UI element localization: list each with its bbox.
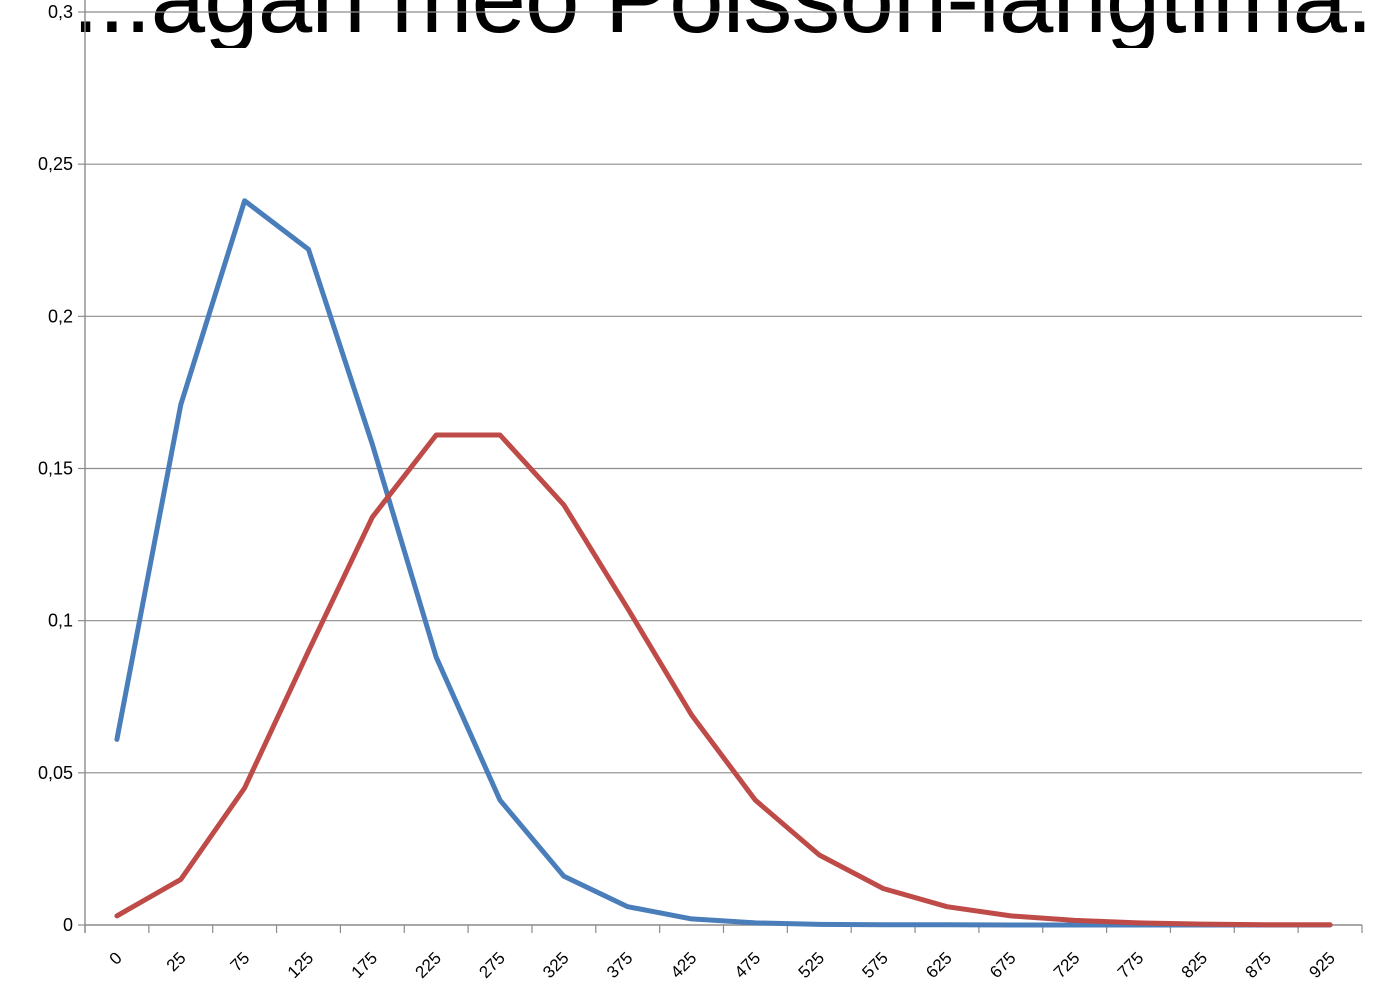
axes: [78, 0, 1363, 933]
x-tick-label: 325: [539, 948, 572, 981]
gridlines: [85, 11, 1362, 774]
x-tick-label: 425: [667, 948, 700, 981]
x-tick-label: 925: [1305, 948, 1338, 981]
x-tick-label: 525: [795, 948, 828, 981]
y-tick-label: 0,3: [48, 2, 73, 22]
x-tick-label: 75: [227, 948, 254, 975]
x-tick-label: 175: [348, 948, 381, 981]
x-tick-label: 275: [475, 948, 508, 981]
y-tick-label: 0,2: [48, 306, 73, 326]
y-tick-label: 0,1: [48, 611, 73, 631]
x-axis-ticks: 0 25 75 125 175 225 275 325 375 425 475 525 575 625 67…: [106, 948, 1339, 981]
y-tick-label: 0,15: [38, 459, 73, 479]
x-tick-label: 225: [412, 948, 445, 981]
series-lines: [114, 198, 1333, 928]
x-tick-label: 475: [731, 948, 764, 981]
x-tick-label: 875: [1242, 948, 1275, 981]
y-tick-label: 0,05: [38, 763, 73, 783]
x-tick-label: 725: [1050, 948, 1083, 981]
x-tick-label: 125: [284, 948, 317, 981]
y-tick-label: 0,25: [38, 154, 73, 174]
series-line-1: [114, 198, 1333, 928]
x-tick-label: 625: [922, 948, 955, 981]
x-tick-label: 0: [106, 948, 126, 968]
x-tick-label: 775: [1114, 948, 1147, 981]
x-tick-label: 375: [603, 948, 636, 981]
x-tick-label: 575: [858, 948, 891, 981]
x-tick-label: 675: [986, 948, 1019, 981]
x-tick-label: 25: [163, 948, 190, 975]
y-tick-label: 0: [63, 915, 73, 935]
x-tick-label: 825: [1178, 948, 1211, 981]
y-axis-ticks: 0 0,05 0,1 0,15 0,2 0,25 0,3: [38, 2, 73, 935]
series-line-2: [114, 432, 1333, 928]
